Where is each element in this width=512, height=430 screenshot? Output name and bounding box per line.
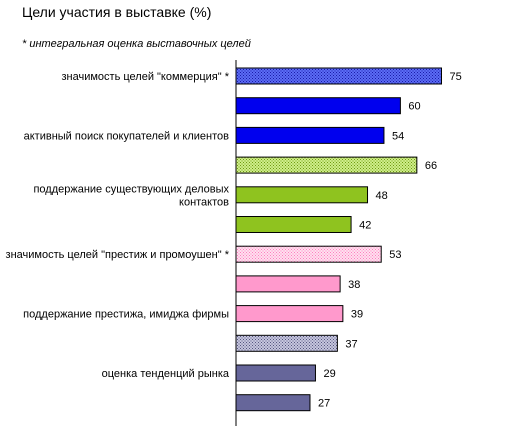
category-label-9: поддержание престижа, имиджа фирмы xyxy=(23,309,229,321)
bar-7 xyxy=(235,245,382,263)
value-label-8: 38 xyxy=(348,279,360,291)
category-label-5-line-2: контактов xyxy=(179,196,229,208)
bar-8 xyxy=(235,275,341,293)
bar-6 xyxy=(235,216,352,233)
bar-2 xyxy=(235,97,401,115)
value-label-3: 54 xyxy=(392,130,404,142)
category-label-3: активный поиск покупателей и клиентов xyxy=(24,130,230,142)
value-label-12: 27 xyxy=(318,398,330,410)
value-label-5: 48 xyxy=(376,190,388,202)
category-label-7: значимость целей "престиж и промоушен" * xyxy=(6,249,230,261)
category-label-11: оценка тенденций рынка xyxy=(102,368,230,380)
bar-4 xyxy=(235,156,418,174)
category-label-1: значимость целей "коммерция" * xyxy=(61,71,229,83)
bar-1 xyxy=(235,67,442,85)
bar-9 xyxy=(235,305,344,323)
bar-12 xyxy=(235,394,311,412)
value-label-9: 39 xyxy=(351,309,363,321)
value-label-6: 42 xyxy=(359,220,371,232)
chart-title: Цели участия в выставке (%) xyxy=(22,4,212,20)
bar-11 xyxy=(235,364,316,382)
value-label-4: 66 xyxy=(425,160,437,172)
value-label-2: 60 xyxy=(408,101,420,113)
bar-10 xyxy=(235,334,338,352)
bar-3 xyxy=(235,126,385,144)
bar-5 xyxy=(235,186,369,204)
value-label-10: 37 xyxy=(345,338,357,350)
chart-subtitle: * интегральная оценка выставочных целей xyxy=(22,38,251,50)
value-label-1: 75 xyxy=(450,71,462,83)
value-label-11: 29 xyxy=(323,368,335,380)
value-label-7: 53 xyxy=(389,249,401,261)
category-label-5-line-1: поддержание существующих деловых xyxy=(33,183,229,195)
